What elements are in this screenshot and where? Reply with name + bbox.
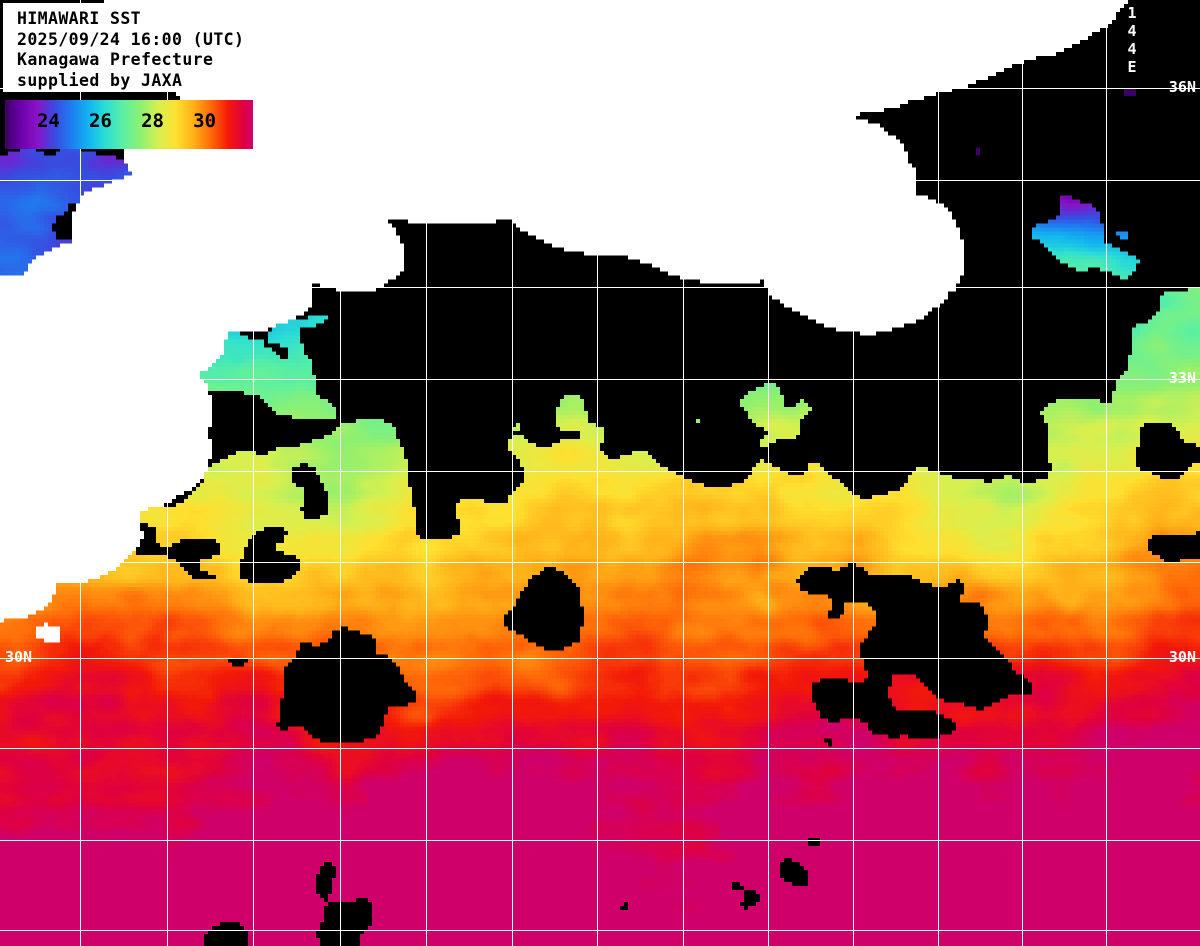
title-line-source: supplied by JAXA	[17, 70, 183, 90]
colorbar-gradient	[5, 100, 253, 149]
title-line-provider-region: Kanagawa Prefecture	[17, 50, 214, 69]
colorbar-tick-28: 28	[141, 110, 164, 132]
title-line-product: HIMAWARI SST	[17, 9, 142, 28]
colorbar-tick-30: 30	[193, 110, 217, 132]
sst-colorbar: 24 26 28 30	[5, 100, 253, 149]
colorbar-tick-26: 26	[89, 110, 112, 132]
title-line-datetime: 2025/09/24 16:00 (UTC)	[17, 29, 245, 49]
title-legend-box: HIMAWARI SST 2025/09/24 16:00 (UTC) Kana…	[3, 3, 297, 92]
colorbar-tick-24: 24	[36, 110, 60, 132]
